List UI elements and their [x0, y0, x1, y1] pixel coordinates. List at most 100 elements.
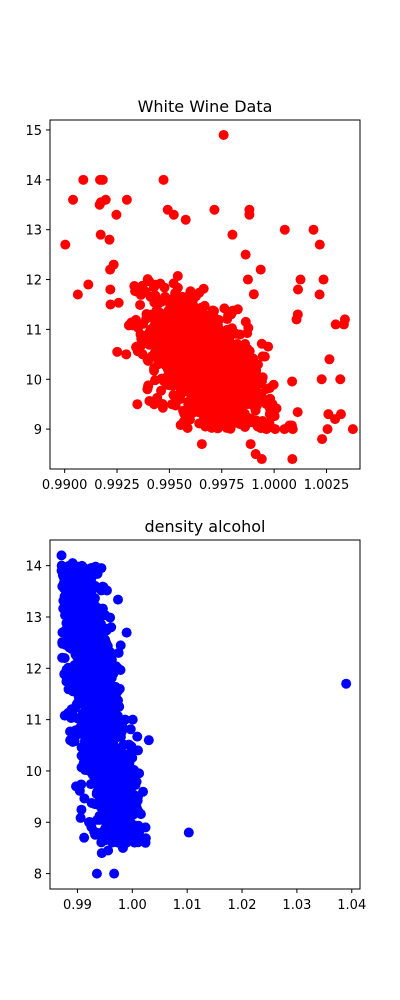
data-point [229, 409, 240, 420]
data-point [193, 364, 204, 375]
data-point [242, 328, 253, 339]
data-point [157, 318, 168, 329]
data-point [71, 699, 82, 710]
data-point [291, 314, 302, 325]
data-point [117, 842, 128, 853]
data-point [65, 735, 76, 746]
data-point [85, 637, 96, 648]
x-tick-label: 0.99 [63, 898, 92, 913]
data-point [158, 174, 169, 185]
data-point [216, 353, 227, 364]
data-point [77, 579, 88, 590]
data-point [113, 789, 124, 800]
data-point [196, 439, 207, 450]
y-tick-label: 11 [25, 714, 42, 729]
data-point [56, 565, 67, 576]
data-point [126, 317, 137, 328]
data-point [224, 358, 235, 369]
data-point [279, 224, 290, 235]
data-point [144, 339, 155, 350]
data-point [127, 714, 138, 725]
y-tick-label: 10 [25, 373, 42, 388]
data-point [222, 324, 233, 335]
x-tick-label: 0.9900 [42, 478, 88, 493]
data-point [183, 827, 194, 838]
data-point [114, 683, 125, 694]
y-tick-label: 11 [25, 323, 42, 338]
data-point [227, 391, 238, 402]
data-point [128, 764, 139, 775]
data-point [189, 356, 200, 367]
data-point [270, 424, 281, 435]
data-point [255, 264, 266, 275]
white-wine-scatter-plot: White Wine Data 0.9900 0.9925 0.9950 0.9975… [25, 97, 361, 493]
data-point [232, 304, 243, 315]
data-point [86, 694, 97, 705]
data-point [80, 705, 91, 716]
data-point [121, 349, 132, 360]
data-point [135, 329, 146, 340]
data-point [100, 194, 111, 205]
data-point [95, 174, 106, 185]
y-tick-label: 8 [34, 868, 42, 883]
data-point [239, 399, 250, 410]
data-point [248, 400, 259, 411]
data-point [132, 346, 143, 357]
data-point [69, 660, 80, 671]
data-point [89, 759, 100, 770]
data-point [242, 274, 253, 285]
density-alcohol-scatter-plot: density alcohol 0.99 1.00 1.01 1.02 1.03 1.04… [25, 517, 366, 913]
data-point [248, 289, 259, 300]
data-point [135, 299, 146, 310]
data-point [93, 635, 104, 646]
x-tick-label: 0.9975 [199, 478, 245, 493]
data-point [96, 753, 107, 764]
data-point [244, 209, 255, 220]
data-point [166, 399, 177, 410]
data-point [142, 354, 153, 365]
x-axis: 0.99 1.00 1.01 1.02 1.03 1.04 [63, 889, 366, 913]
data-point [168, 278, 179, 289]
data-point [314, 239, 325, 250]
data-point [249, 378, 260, 389]
data-point [185, 286, 196, 297]
data-point [91, 868, 102, 879]
data-point [120, 714, 131, 725]
data-point [89, 593, 100, 604]
y-tick-label: 13 [25, 224, 42, 239]
x-tick-label: 1.0000 [251, 478, 297, 493]
data-point [77, 686, 88, 697]
data-point [227, 229, 238, 240]
data-point [76, 804, 87, 815]
data-point [83, 279, 94, 290]
data-point [67, 558, 78, 569]
data-point [98, 671, 109, 682]
data-point [150, 290, 161, 301]
data-point [146, 309, 157, 320]
data-point [335, 374, 346, 385]
data-point [63, 607, 74, 618]
data-point [143, 735, 154, 746]
data-point [124, 739, 135, 750]
data-point [99, 824, 110, 835]
data-point [182, 317, 193, 328]
data-point [132, 731, 143, 742]
data-point [170, 355, 181, 366]
data-point [188, 305, 199, 316]
data-point [156, 331, 167, 342]
data-point [335, 409, 346, 420]
y-tick-label: 14 [25, 560, 42, 575]
data-point [60, 239, 71, 250]
data-point [150, 351, 161, 362]
data-point [87, 570, 98, 581]
data-point [105, 721, 116, 732]
data-point [138, 318, 149, 329]
data-point [207, 305, 218, 316]
data-point [115, 753, 126, 764]
data-point [222, 336, 233, 347]
data-point [68, 194, 79, 205]
data-point [279, 424, 290, 435]
data-point [112, 811, 123, 822]
data-point [236, 418, 247, 429]
data-point [135, 289, 146, 300]
